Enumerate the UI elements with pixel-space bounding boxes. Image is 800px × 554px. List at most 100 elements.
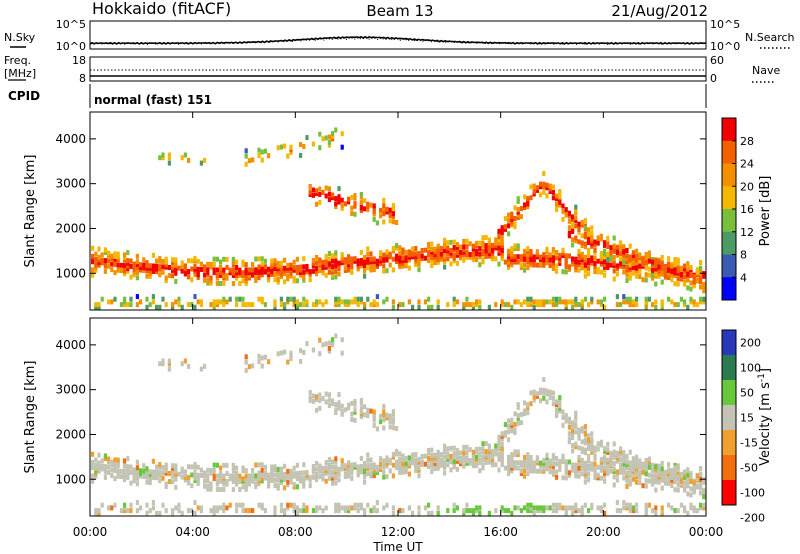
velocity-cell <box>379 456 383 462</box>
velocity-cell <box>347 460 351 466</box>
power-cell <box>171 257 175 263</box>
power-cell <box>382 268 386 274</box>
velocity-cell <box>209 484 213 490</box>
power-cell <box>337 299 341 305</box>
power-cell <box>615 250 619 255</box>
velocity-cell <box>555 508 559 514</box>
velocity-cell <box>455 456 459 462</box>
power-cell <box>417 304 421 310</box>
power-cell <box>574 262 578 267</box>
velocity-cell <box>558 458 562 464</box>
velocity-cell <box>379 461 383 467</box>
power-cell <box>516 246 520 252</box>
velocity-cell <box>334 467 338 472</box>
power-cell <box>635 296 639 302</box>
velocity-cell <box>110 462 114 468</box>
power-cell <box>318 145 322 151</box>
velocity-cell <box>235 473 239 479</box>
velocity-cell <box>417 510 421 516</box>
power-cell <box>660 271 664 276</box>
power-cell <box>183 268 187 274</box>
velocity-cell <box>686 467 690 473</box>
power-cell <box>644 296 648 302</box>
velocity-cell <box>372 470 376 476</box>
power-cell <box>599 302 603 308</box>
velocity-cell <box>199 467 203 473</box>
power-cell <box>382 208 386 214</box>
velocity-cell <box>209 486 213 492</box>
power-cell <box>97 302 101 308</box>
power-cell <box>343 268 347 273</box>
velocity-cell <box>350 462 354 468</box>
velocity-cell <box>580 510 584 516</box>
power-cell <box>295 256 299 262</box>
power-cell <box>372 216 376 222</box>
velocity-cell <box>247 478 251 484</box>
power-cell <box>638 255 642 261</box>
velocity-cell <box>523 411 527 417</box>
power-cell <box>94 257 98 262</box>
power-cell <box>321 265 325 271</box>
power-cell <box>651 275 655 281</box>
power-cell <box>564 269 568 275</box>
velocity-cell <box>94 465 98 471</box>
velocity-cell <box>452 461 456 467</box>
velocity-cell <box>436 449 440 455</box>
velocity-cell <box>388 416 392 422</box>
velocity-cell <box>395 462 399 468</box>
velocity-cell <box>545 463 549 469</box>
power-cell <box>308 271 312 277</box>
velocity-cell <box>254 473 258 479</box>
power-cell <box>209 278 213 284</box>
power-cell <box>587 235 591 241</box>
power-cell <box>638 274 642 280</box>
power-cell <box>539 181 543 187</box>
velocity-cell <box>395 426 399 431</box>
velocity-cell <box>532 465 536 471</box>
power-cell <box>215 280 219 286</box>
power-cell <box>436 257 440 263</box>
power-cell <box>423 299 427 305</box>
velocity-cell <box>193 510 197 516</box>
power-cell <box>513 224 517 230</box>
velocity-cell <box>580 465 584 471</box>
time-tick-label: 12:00 <box>381 525 416 539</box>
velocity-cell <box>574 441 578 447</box>
velocity-cell <box>567 505 571 511</box>
velocity-cell <box>414 462 418 468</box>
velocity-cell <box>318 505 322 511</box>
power-cell <box>558 296 562 302</box>
velocity-cell <box>539 387 543 393</box>
power-cell <box>196 266 200 272</box>
velocity-cell <box>657 477 661 483</box>
power-cell <box>148 263 152 269</box>
power-cell <box>529 302 533 308</box>
velocity-colorbar-tick-label: 200 <box>740 337 761 350</box>
power-cell <box>513 259 517 265</box>
power-colorbar-swatch <box>722 186 736 210</box>
velocity-cell <box>545 455 549 461</box>
power-cell <box>615 244 619 250</box>
velocity-cell <box>510 468 514 474</box>
power-cell <box>670 271 674 277</box>
velocity-cell <box>612 449 616 455</box>
velocity-cell <box>465 444 469 450</box>
velocity-cell <box>193 500 197 506</box>
power-cell <box>507 265 511 270</box>
velocity-cell <box>113 476 117 482</box>
velocity-cell <box>113 468 117 473</box>
power-cell <box>299 152 303 158</box>
velocity-cell <box>564 508 568 514</box>
velocity-cell <box>331 470 335 476</box>
power-cell <box>276 260 280 266</box>
velocity-cell <box>324 470 328 476</box>
power-cell <box>254 270 258 275</box>
power-cell <box>209 261 213 267</box>
power-cell <box>526 257 530 262</box>
power-cell <box>462 244 466 250</box>
power-cell <box>615 302 619 308</box>
velocity-cell <box>222 502 226 508</box>
power-cell <box>494 256 498 262</box>
velocity-cell <box>398 464 402 470</box>
velocity-cell <box>567 424 571 430</box>
